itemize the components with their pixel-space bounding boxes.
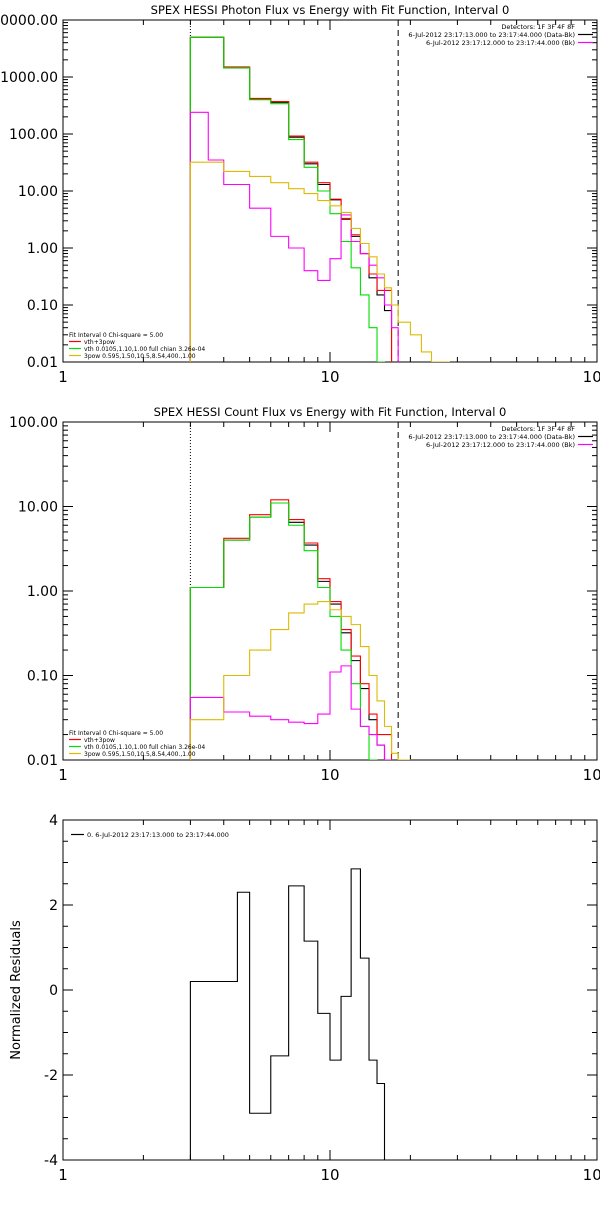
- legend-top-right-text: 6-Jul-2012 23:17:13.000 to 23:17:44.000 …: [408, 433, 575, 441]
- x-tick-label: 1: [58, 766, 68, 784]
- legend-bottom-left-text: vth+3pow: [84, 737, 115, 744]
- x-tick-label: 10: [320, 368, 339, 386]
- x-tick-label: 100: [583, 766, 600, 784]
- x-tick-label: 100: [583, 368, 600, 386]
- legend-bottom-left-text: vth 0.0105,1.10,1.00 full chian 3.26e-04: [84, 744, 205, 751]
- chart-panel-1: SPEX HESSI Photon Flux vs Energy with Fi…: [0, 3, 600, 386]
- legend-bottom-left-text: vth+3pow: [84, 339, 115, 346]
- x-tick-label: 10: [320, 1166, 339, 1184]
- chart-panel-2: SPEX HESSI Count Flux vs Energy with Fit…: [9, 405, 600, 784]
- x-tick-label: 1: [58, 1166, 68, 1184]
- plot-frame: [62, 819, 598, 1161]
- y-tick-label: 100.00: [9, 127, 58, 143]
- data-series-1: [189, 502, 386, 760]
- chart-panel-3: 1 10 100 4 2 0 -2 -4 Normalized Residuals 0. 6-Ju…: [9, 813, 600, 1184]
- y-tick-label: 10.00: [18, 184, 58, 200]
- data-series-4: [189, 111, 399, 362]
- legend-bottom-left-text: 3pow 0.595,1.50,10.5,8.54,400.,1.00: [84, 353, 196, 360]
- data-layer: [189, 499, 411, 760]
- legend-top-right-text: Detectors: 1F 3F 4F 8F: [501, 425, 575, 433]
- data-series-1: [189, 36, 393, 362]
- data-layer: [189, 36, 450, 362]
- y-tick-label: 0: [49, 983, 58, 999]
- y-tick-label: 4: [49, 813, 58, 829]
- y-tick-label: 0.10: [27, 298, 58, 314]
- y-tick-label: 1000.00: [0, 70, 58, 86]
- data-series-2: [189, 36, 393, 362]
- legend-bottom-left-text: Fit Interval 0 Chi-square = 5.00: [69, 730, 163, 737]
- chart-title: SPEX HESSI Count Flux vs Energy with Fit…: [154, 405, 507, 419]
- y-tick-label: 2: [49, 898, 58, 914]
- legend-top-right-text: 6-Jul-2012 23:17:13.000 to 23:17:44.000 …: [408, 31, 575, 39]
- legend-bottom-left-text: 3pow 0.595,1.50,10.5,8.54,400.,1.00: [84, 751, 196, 758]
- data-series-4: [189, 665, 393, 760]
- y-tick-label: 0.10: [27, 669, 58, 685]
- y-tick-label: -2: [44, 1068, 58, 1084]
- data-series-3: [189, 502, 378, 760]
- y-tick-label: 1.00: [27, 241, 58, 257]
- y-tick-label: 0.01: [27, 355, 58, 371]
- x-tick-label: 100: [583, 1166, 600, 1184]
- chart-title: SPEX HESSI Photon Flux vs Energy with Fi…: [151, 3, 510, 17]
- y-tick-label: 0.01: [27, 753, 58, 769]
- y-tick-label: -4: [44, 1153, 58, 1169]
- legend-top-right-text: 6-Jul-2012 23:17:12.000 to 23:17:44.000 …: [426, 441, 575, 449]
- legend-top-right-text: 6-Jul-2012 23:17:12.000 to 23:17:44.000 …: [426, 39, 575, 47]
- x-tick-label: 1: [58, 368, 68, 386]
- data-series-5: [189, 601, 411, 760]
- data-layer: [189, 868, 386, 1160]
- legend-bottom-left-text: vth 0.0105,1.10,1.00 full chian 3.26e-04: [84, 346, 205, 353]
- y-axis-label: Normalized Residuals: [9, 920, 24, 1060]
- data-series-1: [189, 868, 386, 1160]
- y-tick-label: 1.00: [27, 584, 58, 600]
- legend-top-right-text: Detectors: 1F 3F 4F 8F: [501, 23, 575, 31]
- data-series-5: [189, 161, 450, 362]
- data-series-3: [189, 36, 386, 362]
- y-tick-label: 100.00: [9, 415, 58, 431]
- data-series-2: [189, 499, 393, 760]
- x-tick-label: 10: [320, 766, 339, 784]
- legend-text: 0. 6-Jul-2012 23:17:13.000 to 23:17:44.0…: [87, 831, 229, 839]
- legend-bottom-left-text: Fit Interval 0 Chi-square = 5.00: [69, 332, 163, 339]
- y-tick-label: 10.00: [18, 500, 58, 516]
